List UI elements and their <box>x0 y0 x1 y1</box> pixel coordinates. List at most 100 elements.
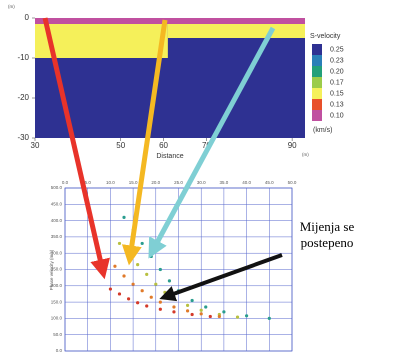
data-point <box>190 298 194 303</box>
data-point <box>136 301 140 305</box>
x-label: Distance <box>156 153 183 160</box>
x-tick-label: 60 <box>159 141 168 150</box>
data-point <box>145 304 149 308</box>
x-tick-label: 35.0 <box>220 180 229 185</box>
data-point <box>185 309 190 313</box>
colorbar-label: 0.17 <box>330 79 344 86</box>
data-point <box>131 282 135 286</box>
y-tick-label: 450.0 <box>51 201 63 206</box>
data-point <box>204 305 208 309</box>
data-point <box>158 300 162 304</box>
x-tick-label: 20.0 <box>151 180 160 185</box>
data-point <box>145 272 149 276</box>
colorbar-label: 0.15 <box>330 90 344 97</box>
data-point <box>167 279 172 283</box>
colorbar-swatch <box>312 55 322 66</box>
arrow <box>148 26 276 259</box>
y-tick-label: 50.0 <box>53 332 62 337</box>
y-tick-label: 100.0 <box>51 316 63 321</box>
data-point <box>149 254 153 259</box>
x-tick-label: 40.0 <box>242 180 251 185</box>
colorbar-swatch <box>312 44 322 55</box>
data-point <box>158 267 162 272</box>
y-tick-label: 300.0 <box>51 250 63 255</box>
x-tick-label: 50.0 <box>288 180 297 185</box>
data-point <box>217 314 221 319</box>
x-tick-label: 90 <box>288 141 297 150</box>
data-point <box>122 215 126 219</box>
colorbar-swatch <box>312 77 322 88</box>
colorbar-label: 0.13 <box>330 101 344 108</box>
y-tick-label: 200.0 <box>51 283 63 288</box>
y-tick-label: 500.0 <box>51 185 63 190</box>
y-tick-label: 0.0 <box>56 348 63 353</box>
data-point <box>149 295 153 299</box>
data-point <box>172 310 176 314</box>
annotation: Mijenja se <box>300 219 355 234</box>
data-point <box>222 310 226 314</box>
layer <box>35 18 305 24</box>
data-point <box>154 282 158 286</box>
data-point <box>122 274 126 278</box>
data-point <box>108 287 112 291</box>
arrow <box>42 17 110 280</box>
data-point <box>190 312 194 317</box>
y-tick-label: -10 <box>17 53 29 62</box>
x-tick-label: 5.0 <box>85 180 92 185</box>
data-point <box>235 315 240 319</box>
data-point <box>208 314 212 319</box>
colorbar-swatch <box>312 88 322 99</box>
data-point <box>185 303 190 307</box>
data-point <box>117 292 122 296</box>
data-point <box>113 264 117 268</box>
x-tick-label: 25.0 <box>174 180 183 185</box>
y-unit: (m) <box>8 4 15 9</box>
colorbar-swatch <box>312 110 322 121</box>
arrows <box>42 17 283 302</box>
y-tick-label: 150.0 <box>51 299 63 304</box>
data-point <box>267 316 271 320</box>
x-tick-label: 30.0 <box>197 180 206 185</box>
annotation: postepeno <box>301 235 354 250</box>
arrow <box>121 19 168 266</box>
y-axis-title: Phase velocity (m/s) <box>49 249 54 290</box>
colorbar-swatch <box>312 99 322 110</box>
data-point <box>163 290 167 294</box>
colorbar-label: 0.23 <box>330 57 344 64</box>
y-tick-label: -20 <box>17 93 29 102</box>
colorbar-title: S-velocity <box>310 33 341 40</box>
x-unit: (m) <box>302 152 309 157</box>
arrow <box>159 253 283 302</box>
data-point <box>172 297 176 301</box>
data-point <box>158 307 162 311</box>
colorbar-swatch <box>312 66 322 77</box>
colorbar-label: 0.25 <box>330 46 344 53</box>
data-point <box>140 241 144 246</box>
data-point <box>245 314 249 318</box>
dispersion-chart: 0.0 50.0 100.0 150.0 200.0 250.0 300.0 350.0 400… <box>49 180 354 353</box>
x-tick-label: 50 <box>116 141 125 150</box>
data-point <box>199 308 203 312</box>
layer <box>167 24 305 38</box>
data-point <box>172 305 176 309</box>
colorbar-label: 0.10 <box>330 112 344 119</box>
data-point <box>126 297 131 301</box>
data-point <box>117 241 122 246</box>
x-tick-label: 10.0 <box>106 180 115 185</box>
layer <box>35 24 168 58</box>
y-tick-label: 350.0 <box>51 234 63 239</box>
data-point <box>199 312 203 316</box>
colorbar-label: 0.20 <box>330 68 344 75</box>
x-tick-label: 0.0 <box>62 180 69 185</box>
colorbar-unit: (km/s) <box>313 127 332 134</box>
y-tick-label: -30 <box>17 133 29 142</box>
y-tick-label: 250.0 <box>51 267 63 272</box>
x-tick-label: 30 <box>31 141 40 150</box>
y-tick-label: 0 <box>25 13 30 22</box>
x-tick-label: 15.0 <box>129 180 138 185</box>
data-point <box>140 289 144 293</box>
data-point <box>136 263 140 267</box>
x-tick-label: 45.0 <box>265 180 274 185</box>
